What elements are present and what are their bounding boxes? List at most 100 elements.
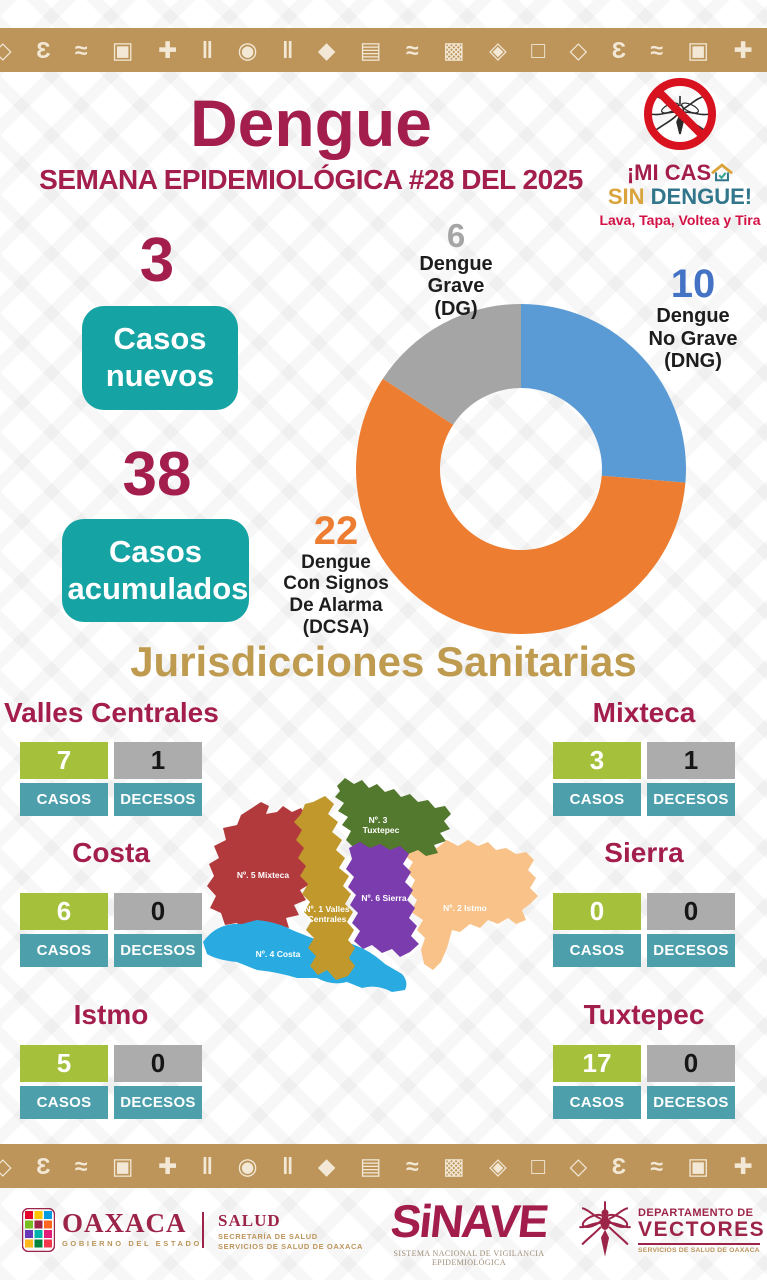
casos-label: CASOS: [20, 783, 108, 816]
callout-dengue-signos-alarma: 22 Dengue Con Signos De Alarma (DCSA): [266, 511, 406, 638]
jurisdiction-name-mixteca: Mixteca: [592, 697, 696, 728]
map-region-mixteca: [207, 802, 313, 933]
salud-name: SALUD: [218, 1211, 281, 1230]
jurisdiction-table-valles: 7 1 CASOS DECESOS: [20, 742, 202, 816]
oaxaca-jurisdictions-map: Nº. 5 Mixteca Nº. 3 Tuxtepec Nº. 1 Valle…: [203, 778, 538, 992]
map-label-sierra: Nº. 6 Sierra: [361, 893, 406, 903]
map-region-tuxtepec: [335, 778, 451, 856]
campaign-line2: SIN DENGUE!: [598, 185, 762, 209]
decorative-border-bottom: ◇ Ɛ ≈ ▣ ✚ ‖ ◉ ‖ ◆ ▤ ≈ ▩ ◈ □ ◇ Ɛ ≈ ▣ ✚ ‖ …: [0, 1144, 767, 1188]
casos-label: CASOS: [20, 934, 108, 967]
sinave-sub: SISTEMA NACIONAL DE VIGILANCIA EPIDEMIOL…: [393, 1249, 545, 1267]
casos-label: CASOS: [553, 783, 641, 816]
jurisdiction-table-istmo: 5 0 CASOS DECESOS: [20, 1045, 202, 1119]
map-label-valles-2: Centrales: [308, 914, 347, 924]
dng-line3: (DNG): [664, 350, 722, 373]
salud-logo-text: SALUD SECRETARÍA DE SALUD SERVICIOS DE S…: [218, 1211, 364, 1252]
decesos-value: 1: [114, 742, 202, 779]
decesos-value: 0: [114, 1045, 202, 1082]
vectores-logo-text: DEPARTAMENTO DE VECTORES SERVICIOS DE SA…: [638, 1207, 764, 1254]
map-region-sierra: [346, 842, 419, 957]
decesos-label: DECESOS: [114, 934, 202, 967]
campaign-line1-text: ¡MI CAS: [626, 160, 712, 185]
callout-dengue-no-grave: 10 Dengue No Grave (DNG): [620, 264, 766, 373]
map-label-valles-1: Nº. 1 Valles: [304, 904, 349, 914]
decesos-label: DECESOS: [114, 783, 202, 816]
casos-value: 3: [553, 742, 641, 779]
salud-line1: SECRETARÍA DE SALUD: [218, 1231, 318, 1241]
jurisdiction-table-sierra: 0 0 CASOS DECESOS: [553, 893, 735, 967]
oaxaca-logo-text: OAXACA GOBIERNO DEL ESTADO: [62, 1208, 202, 1249]
map-region-costa: [203, 920, 407, 992]
vectores-mosquito-icon: [579, 1201, 631, 1257]
jurisdiction-table-tuxtepec: 17 0 CASOS DECESOS: [553, 1045, 735, 1119]
map-label-costa: Nº. 4 Costa: [256, 949, 301, 959]
new-cases-label: Casos nuevos: [105, 321, 215, 393]
donut-slice-0: [521, 304, 686, 483]
no-mosquito-icon: [644, 78, 716, 150]
casos-value: 17: [553, 1045, 641, 1082]
cumulative-cases-label: Casos acumulados: [67, 533, 249, 606]
dcsa-line4: (DCSA): [302, 616, 370, 638]
salud-line2: SERVICIOS DE SALUD DE OAXACA: [218, 1242, 364, 1251]
casos-value: 6: [20, 893, 108, 930]
oaxaca-sub: GOBIERNO DEL ESTADO: [62, 1239, 202, 1248]
jurisdiction-table-costa: 6 0 CASOS DECESOS: [20, 893, 202, 967]
dcsa-line1: Dengue: [301, 551, 371, 573]
decesos-value: 0: [647, 1045, 735, 1082]
decesos-label: DECESOS: [647, 1086, 735, 1119]
decesos-label: DECESOS: [114, 1086, 202, 1119]
mixtec-pattern-glyphs: ◇ Ɛ ≈ ▣ ✚ ‖ ◉ ‖ ◆ ▤ ≈ ▩ ◈ □ ◇ Ɛ ≈ ▣ ✚ ‖ …: [0, 37, 767, 63]
decesos-label: DECESOS: [647, 783, 735, 816]
casos-value: 5: [20, 1045, 108, 1082]
dcsa-value: 22: [313, 509, 359, 553]
vectores-sub: SERVICIOS DE SALUD DE OAXACA: [638, 1247, 760, 1254]
dcsa-line3: De Alarma: [289, 595, 383, 617]
campaign-sin: SIN: [607, 184, 645, 209]
campaign-tagline: Lava, Tapa, Voltea y Tira: [599, 212, 761, 228]
footer: OAXACA GOBIERNO DEL ESTADO SALUD SECRETA…: [0, 1195, 767, 1280]
dg-line1: Dengue: [419, 252, 493, 275]
callout-dengue-grave: 6 Dengue Grave (DG): [392, 219, 520, 321]
jurisdictions-heading: Jurisdicciones Sanitarias: [130, 638, 637, 685]
dcsa-line2: Con Signos: [283, 573, 389, 595]
cumulative-cases-value: 38: [122, 440, 192, 509]
jurisdiction-name-tuxtepec: Tuxtepec: [583, 999, 705, 1030]
header: Dengue SEMANA EPIDEMIOLÓGICA #28 DEL 202…: [0, 86, 622, 196]
page-subtitle: SEMANA EPIDEMIOLÓGICA #28 DEL 2025: [39, 164, 583, 195]
casos-value: 0: [553, 893, 641, 930]
page-title: Dengue: [189, 86, 433, 160]
map-label-tuxtepec-2: Tuxtepec: [363, 825, 400, 835]
decesos-value: 1: [647, 742, 735, 779]
donut-slice-2: [382, 304, 521, 425]
dg-value: 6: [446, 217, 466, 254]
map-region-valles-centrales: [294, 796, 355, 980]
decesos-label: DECESOS: [647, 934, 735, 967]
decesos-value: 0: [114, 893, 202, 930]
decorative-border-top: ◇ Ɛ ≈ ▣ ✚ ‖ ◉ ‖ ◆ ▤ ≈ ▩ ◈ □ ◇ Ɛ ≈ ▣ ✚ ‖ …: [0, 28, 767, 72]
vectores-rule: [638, 1243, 760, 1245]
casos-label: CASOS: [553, 1086, 641, 1119]
casos-label: CASOS: [20, 1086, 108, 1119]
campaign-line1: ¡MI CAS: [598, 161, 762, 185]
casos-label: CASOS: [553, 934, 641, 967]
jurisdiction-name-valles: Valles Centrales: [4, 697, 219, 728]
casos-value: 7: [20, 742, 108, 779]
donut-slice-1: [355, 378, 686, 635]
dng-line1: Dengue: [656, 304, 730, 327]
dng-line2: No Grave: [648, 327, 738, 350]
campaign-dengue: DENGUE!: [650, 184, 753, 209]
jurisdiction-name-istmo: Istmo: [73, 999, 149, 1030]
campaign-logo: ¡MI CAS SIN DENGUE! Lava, Tapa, Voltea y…: [598, 76, 762, 228]
oaxaca-name: OAXACA: [62, 1208, 187, 1238]
map-label-mixteca: Nº. 5 Mixteca: [237, 870, 290, 880]
vectores-line1: DEPARTAMENTO DE: [638, 1207, 754, 1219]
house-check-icon: [711, 163, 733, 182]
dg-line2: Grave: [427, 275, 485, 298]
sinave-name: SiNAVE: [388, 1195, 550, 1247]
dengue-donut-chart: [355, 304, 686, 635]
dg-line3: (DG): [434, 298, 478, 321]
footer-divider: [202, 1212, 204, 1248]
new-cases-box: Casos nuevos: [82, 306, 238, 410]
